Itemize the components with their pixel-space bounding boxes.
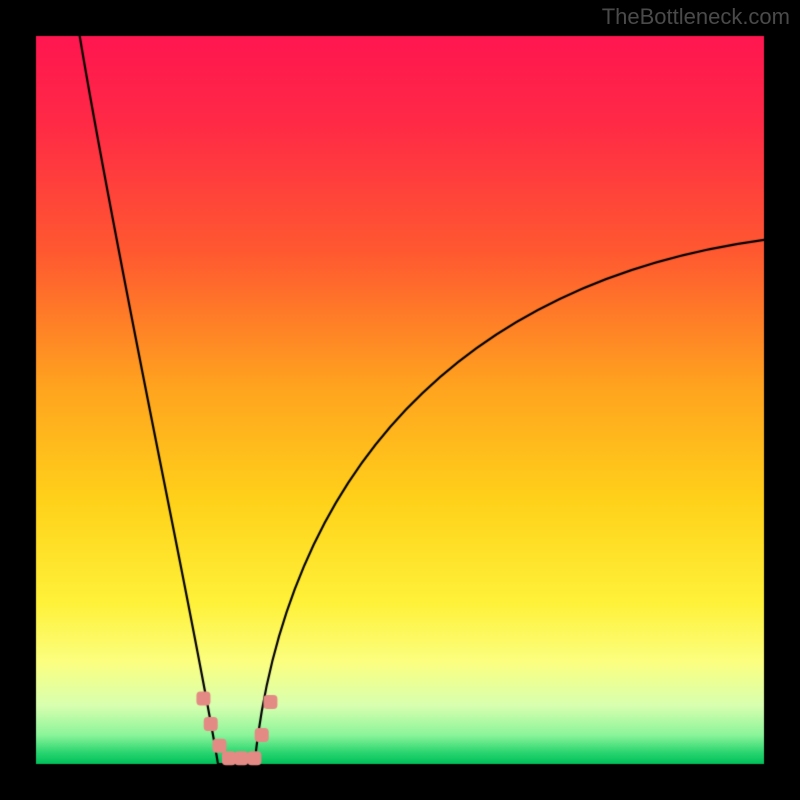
bottleneck-curve-chart (0, 0, 800, 800)
watermark-text: TheBottleneck.com (602, 4, 790, 30)
chart-stage: TheBottleneck.com (0, 0, 800, 800)
